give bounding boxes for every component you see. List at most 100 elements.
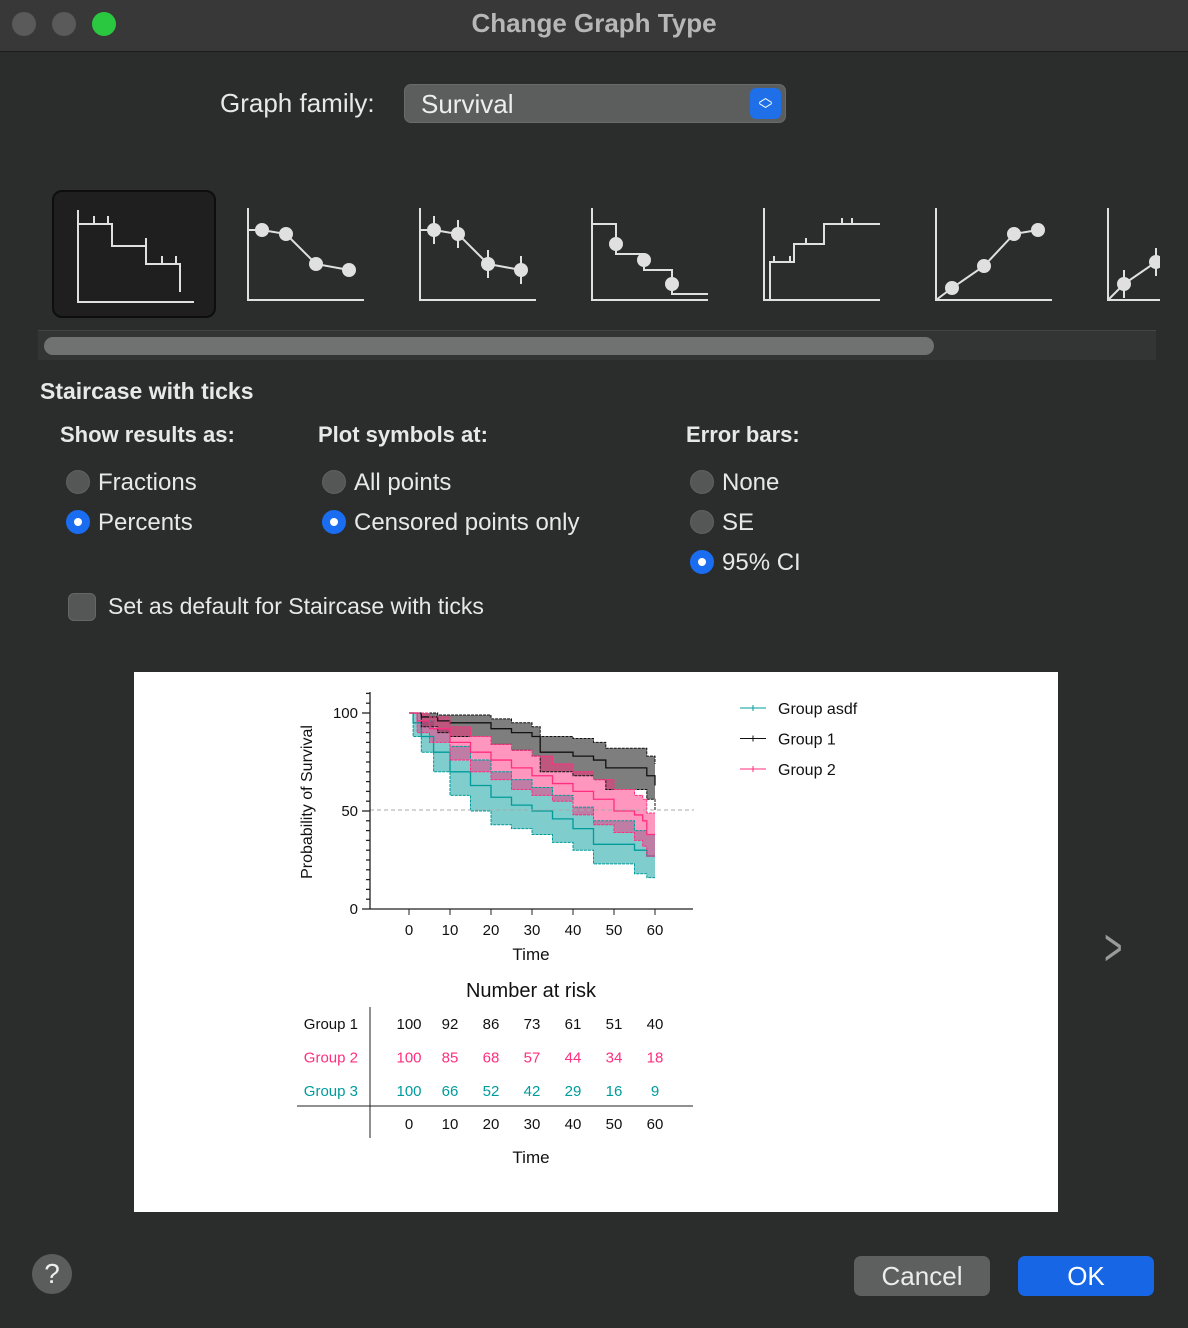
risk-value: 85 bbox=[442, 1050, 459, 1067]
radio-all-points[interactable] bbox=[322, 470, 346, 494]
points-error-bars-up-icon bbox=[1107, 208, 1160, 301]
percents-label: Percents bbox=[98, 509, 193, 536]
y-tick-label: 0 bbox=[350, 901, 358, 918]
thumb-points-error-bars-up[interactable] bbox=[1084, 190, 1160, 318]
x-tick-label: 10 bbox=[442, 922, 459, 939]
radio-95ci[interactable] bbox=[690, 550, 714, 574]
points-connected-up-icon bbox=[935, 208, 1052, 301]
radio-fractions[interactable] bbox=[66, 470, 90, 494]
risk-value: 100 bbox=[396, 1050, 421, 1067]
risk-value: 29 bbox=[565, 1083, 582, 1100]
fractions-label: Fractions bbox=[98, 469, 197, 496]
thumb-points-connected-up[interactable] bbox=[912, 190, 1076, 318]
risk-value: 92 bbox=[442, 1016, 459, 1033]
y-axis-label: Probability of Survival bbox=[299, 725, 316, 879]
x-tick-label: 0 bbox=[405, 922, 413, 939]
x-axis-label: Time bbox=[512, 945, 549, 964]
graph-family-label: Graph family: bbox=[220, 88, 375, 118]
plot-symbols-heading: Plot symbols at: bbox=[318, 422, 488, 447]
risk-value: 42 bbox=[524, 1083, 541, 1100]
all-points-label: All points bbox=[354, 469, 452, 496]
thumb-points-connected[interactable] bbox=[224, 190, 388, 318]
points-error-bars-icon bbox=[419, 208, 536, 301]
x-tick-label: 20 bbox=[483, 922, 500, 939]
risk-value: 44 bbox=[565, 1050, 582, 1067]
risk-value: 18 bbox=[647, 1050, 664, 1067]
risk-row-label: Group 1 bbox=[304, 1016, 358, 1033]
graph-family-select[interactable]: Survival ︿ ﹀ bbox=[404, 84, 786, 123]
default-checkbox-label: Set as default for Staircase with ticks bbox=[108, 593, 484, 619]
radio-se[interactable] bbox=[690, 510, 714, 534]
risk-value: 57 bbox=[524, 1050, 541, 1067]
risk-value: 9 bbox=[651, 1083, 659, 1100]
close-window-button[interactable] bbox=[12, 12, 36, 36]
risk-value: 51 bbox=[606, 1016, 623, 1033]
chevron-updown-icon: ︿ ﹀ bbox=[750, 88, 781, 119]
radio-none[interactable] bbox=[690, 470, 714, 494]
legend-label: Group 2 bbox=[778, 762, 836, 779]
cancel-button[interactable]: Cancel bbox=[854, 1256, 990, 1296]
thumb-staircase-up-ticks[interactable] bbox=[740, 190, 904, 318]
risk-value: 52 bbox=[483, 1083, 500, 1100]
legend-label: Group asdf bbox=[778, 701, 858, 718]
thumb-points-error-bars[interactable] bbox=[396, 190, 560, 318]
survival-curve-1 bbox=[409, 712, 656, 786]
graph-family-value: Survival bbox=[421, 89, 514, 119]
ci-lower-0 bbox=[409, 712, 655, 879]
staircase-points-icon bbox=[591, 208, 708, 301]
thumb-staircase-points[interactable] bbox=[568, 190, 732, 318]
survival-curve-2 bbox=[409, 712, 655, 836]
x-tick-label: 40 bbox=[565, 922, 582, 939]
risk-row-label: Group 3 bbox=[304, 1083, 358, 1100]
ok-button[interactable]: OK bbox=[1018, 1256, 1154, 1296]
help-button[interactable]: ? bbox=[32, 1254, 72, 1294]
graph-preview: 0 10 20 30 40 50 60 0 50 100 Probability of Survi… bbox=[134, 672, 1058, 1212]
none-label: None bbox=[722, 469, 780, 496]
risk-time-label: 40 bbox=[565, 1116, 582, 1133]
x-tick-label: 30 bbox=[524, 922, 541, 939]
risk-row-label: Group 2 bbox=[304, 1050, 358, 1067]
window-title: Change Graph Type bbox=[471, 8, 717, 38]
risk-value: 34 bbox=[606, 1050, 623, 1067]
ci-upper-2 bbox=[409, 712, 655, 814]
minimize-window-button[interactable] bbox=[52, 12, 76, 36]
risk-value: 100 bbox=[396, 1016, 421, 1033]
thumb-staircase-ticks[interactable] bbox=[52, 190, 216, 318]
risk-value: 16 bbox=[606, 1083, 623, 1100]
graph-type-gallery bbox=[52, 0, 1160, 360]
staircase-up-ticks-icon bbox=[763, 208, 880, 301]
zoom-window-button[interactable] bbox=[92, 12, 116, 36]
risk-table-xlabel: Time bbox=[512, 1148, 549, 1167]
error-bars-heading: Error bars: bbox=[686, 422, 800, 447]
radio-censored-only[interactable] bbox=[322, 510, 346, 534]
risk-value: 66 bbox=[442, 1083, 459, 1100]
risk-table-title: Number at risk bbox=[466, 980, 597, 1002]
staircase-ticks-icon bbox=[77, 210, 194, 303]
x-tick-label: 60 bbox=[647, 922, 664, 939]
risk-time-label: 10 bbox=[442, 1116, 459, 1133]
risk-value: 68 bbox=[483, 1050, 500, 1067]
selected-type-heading: Staircase with ticks bbox=[40, 378, 254, 404]
chevron-right-icon[interactable]: > bbox=[1104, 919, 1123, 977]
censored-only-label: Censored points only bbox=[354, 509, 580, 536]
x-tick-label: 50 bbox=[606, 922, 623, 939]
risk-value: 73 bbox=[524, 1016, 541, 1033]
points-connected-icon bbox=[247, 208, 364, 301]
ci-lower-2 bbox=[409, 712, 655, 857]
y-tick-label: 100 bbox=[333, 705, 358, 722]
gallery-scrollbar-thumb[interactable] bbox=[44, 337, 934, 355]
95ci-label: 95% CI bbox=[722, 549, 801, 576]
legend-label: Group 1 bbox=[778, 732, 836, 749]
risk-value: 100 bbox=[396, 1083, 421, 1100]
y-tick-label: 50 bbox=[341, 803, 358, 820]
risk-value: 61 bbox=[565, 1016, 582, 1033]
risk-time-label: 50 bbox=[606, 1116, 623, 1133]
risk-time-label: 0 bbox=[405, 1116, 413, 1133]
default-checkbox[interactable] bbox=[68, 593, 96, 621]
radio-percents[interactable] bbox=[66, 510, 90, 534]
risk-time-label: 60 bbox=[647, 1116, 664, 1133]
risk-time-label: 30 bbox=[524, 1116, 541, 1133]
ci-upper-1 bbox=[409, 712, 656, 764]
ci-upper-0 bbox=[409, 712, 655, 836]
